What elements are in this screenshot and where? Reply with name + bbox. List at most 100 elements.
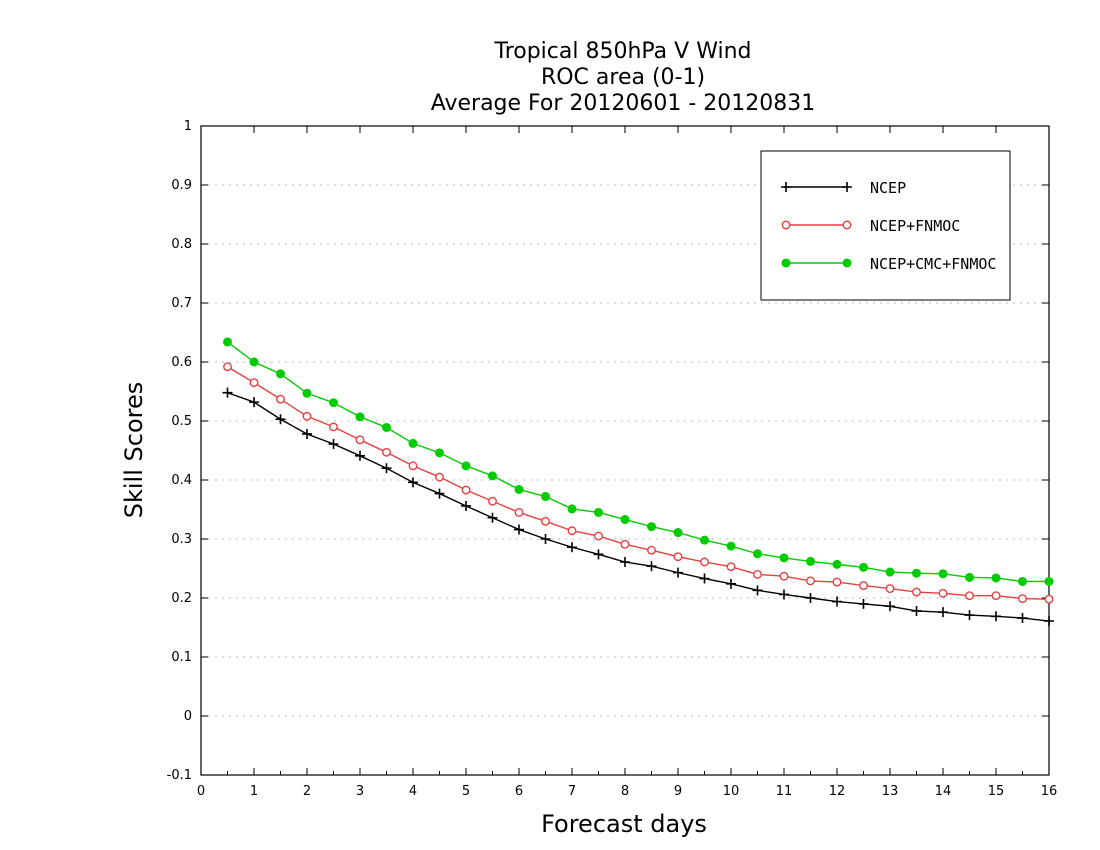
data-point [620,557,630,568]
data-point [408,461,418,471]
y-tick-label: 0.6 [171,355,192,370]
data-point [1044,576,1054,586]
x-tick-label: 4 [409,784,417,799]
data-point [991,573,1001,583]
data-point [753,569,762,579]
data-point [885,601,895,612]
data-point [673,528,683,538]
x-tick-label: 15 [988,784,1005,799]
data-point [514,524,524,535]
legend-label: NCEP+FNMOC [870,217,960,235]
data-point [382,422,391,432]
legend: NCEP NCEP+FNMOC NCEP+CMC+FNMOC [760,150,1011,301]
data-point [408,438,418,448]
data-point [461,461,471,471]
data-point [647,522,656,532]
y-tick-label: 0.8 [171,237,192,252]
data-point [859,562,868,572]
data-point [726,562,736,572]
data-point [594,531,603,541]
data-point [699,573,710,584]
data-point [673,552,683,562]
data-point [514,508,524,517]
data-point [408,477,418,488]
data-point [488,496,497,506]
data-point [567,526,577,536]
x-tick-label: 6 [515,784,523,799]
data-point [223,337,232,347]
data-point [381,463,392,474]
y-tick-label: 0.3 [171,532,192,547]
data-point [805,593,816,603]
data-point [753,549,762,559]
legend-label: NCEP+CMC+FNMOC [870,255,996,273]
x-axis: 0 1 2 3 4 5 6 7 8 9 10 11 12 13 14 15 16 [197,126,1057,799]
y-tick-label: 1 [184,119,192,134]
x-tick-label: 9 [674,784,682,799]
data-point [806,576,815,586]
y-axis: -0.1 0 0.1 0.2 0.3 0.4 0.5 0.6 0.7 0.8 0.9 1 [167,119,1049,783]
data-point [302,388,312,398]
data-point [965,591,974,601]
data-point [885,567,895,577]
legend-label: NCEP [870,179,906,197]
data-point [859,581,868,591]
data-point [832,577,842,587]
data-point [540,534,551,544]
y-axis-label: Skill Scores [120,382,148,519]
data-point [858,598,869,609]
data-point [938,588,948,598]
chart-title-line: Tropical 850hPa V Wind [493,39,751,64]
data-point [700,535,709,545]
data-point [832,559,842,569]
data-point [382,447,391,457]
series-ncep-cmc-fnmoc [223,337,1054,586]
y-tick-label: 0.5 [171,414,192,429]
data-point [435,472,444,482]
x-axis-label: Forecast days [541,810,707,838]
series-ncep-fnmoc [223,362,1054,604]
data-point [249,378,259,388]
y-tick-label: 0 [184,709,192,724]
y-tick-label: -0.1 [167,768,192,783]
legend-entry: NCEP+CMC+FNMOC [781,255,996,273]
data-point [964,610,975,621]
series-line [227,392,1050,622]
data-point [779,553,789,563]
data-point [435,448,444,458]
x-tick-label: 10 [723,784,740,799]
data-point [673,567,683,578]
x-tick-label: 7 [568,784,576,799]
x-tick-label: 16 [1041,784,1058,799]
series-layer [222,337,1054,627]
data-point [355,412,365,422]
data-point [832,596,842,607]
data-point [806,556,815,566]
y-tick-label: 0.9 [171,178,192,193]
data-point [276,369,285,379]
data-point [1044,616,1054,627]
data-point [938,607,948,618]
legend-marker [781,220,791,230]
legend-marker [781,182,791,192]
y-tick-label: 0.2 [171,591,192,606]
data-point [726,578,736,589]
data-point [646,561,657,572]
data-point [222,387,233,398]
x-tick-label: 12 [829,784,846,799]
x-tick-label: 5 [462,784,470,799]
data-point [912,568,921,578]
data-point [249,357,259,367]
legend-entry: NCEP [781,179,906,197]
legend-entry: NCEP+FNMOC [781,217,960,235]
data-point [487,512,498,523]
data-point [567,542,577,553]
data-point [779,589,789,600]
data-point [302,428,312,439]
y-tick-label: 0.1 [171,650,192,665]
data-point [328,439,339,450]
x-tick-label: 3 [356,784,364,799]
data-point [991,611,1001,622]
x-tick-label: 11 [776,784,793,799]
